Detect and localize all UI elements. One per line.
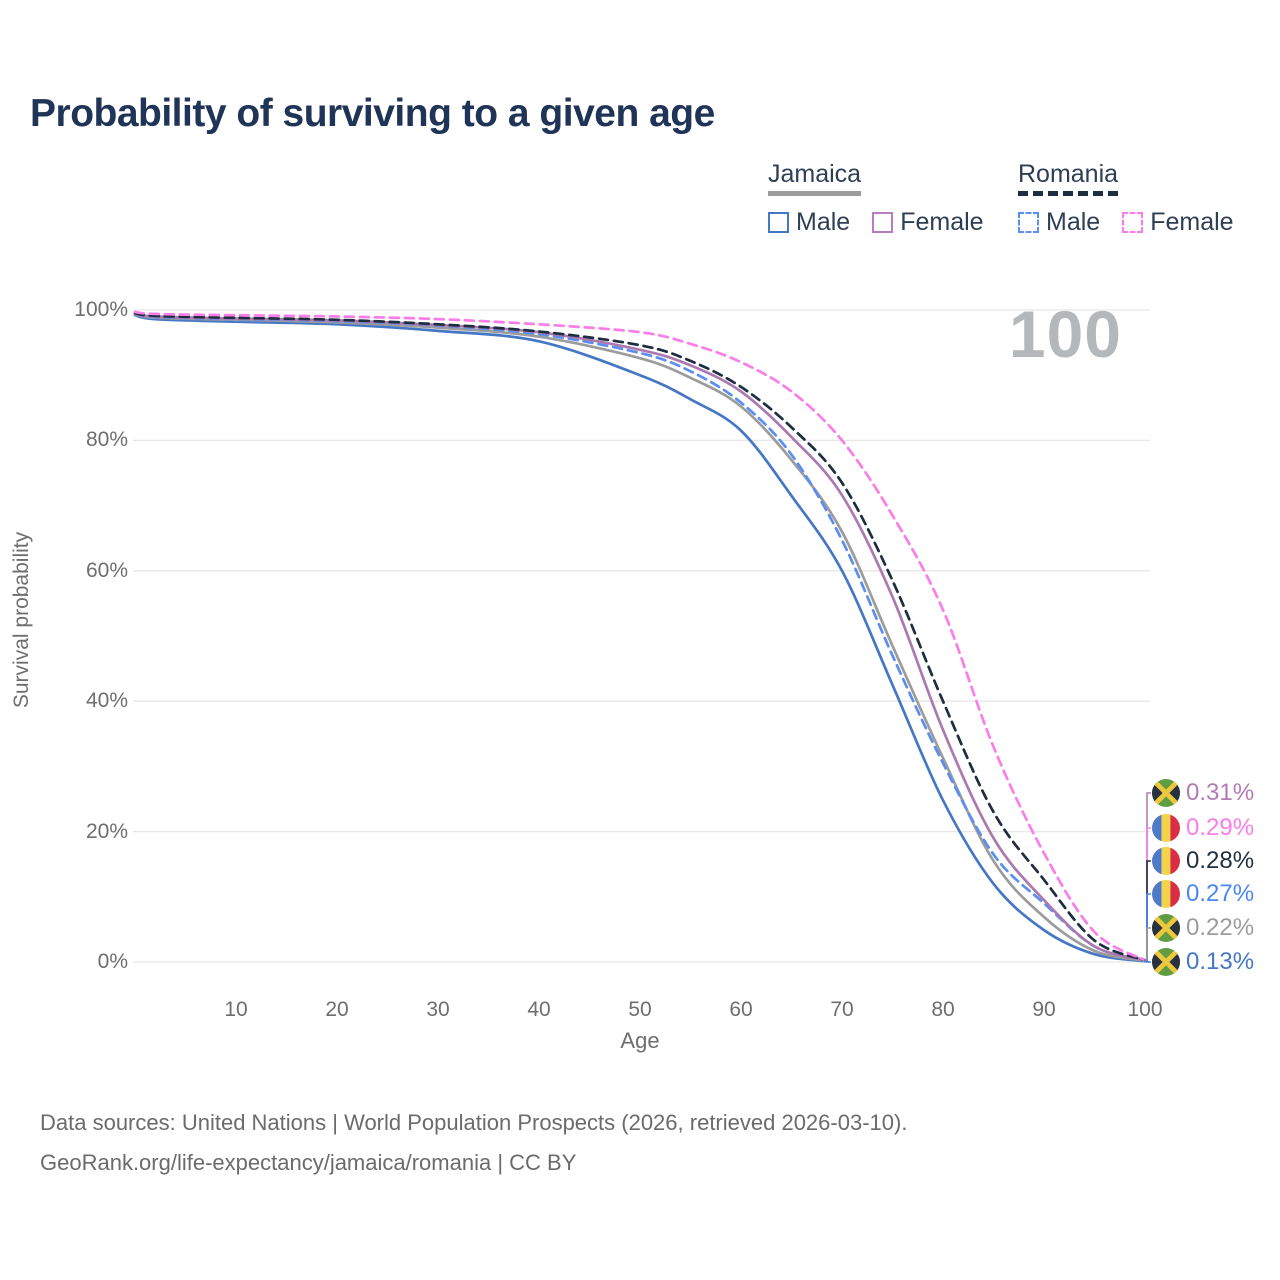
x-tick-70: 70: [830, 998, 854, 1021]
x-tick-20: 20: [325, 998, 349, 1021]
series-line-romania-female: [133, 310, 1147, 962]
x-tick-60: 60: [729, 998, 753, 1021]
legend-swatch-jamaica-female: [872, 212, 894, 233]
age-counter-watermark: 100: [1008, 297, 1122, 371]
page-title: Probability of surviving to a given age: [30, 92, 715, 135]
x-tick-80: 80: [931, 998, 955, 1021]
x-tick-30: 30: [426, 998, 450, 1021]
end-label-romania: 0.28%: [1152, 847, 1254, 875]
end-label-value-romania-female: 0.29%: [1186, 814, 1255, 841]
series-line-jamaica-male: [133, 313, 1147, 963]
y-tick-100%: 100%: [74, 298, 128, 321]
survival-chart-plot: [133, 309, 1151, 963]
end-label-value-jamaica: 0.22%: [1186, 914, 1255, 941]
y-tick-40%: 40%: [85, 689, 128, 713]
end-label-jamaica-male: 0.13%: [1152, 948, 1254, 976]
footer-attribution: GeoRank.org/life-expectancy/jamaica/roma…: [40, 1150, 577, 1175]
x-tick-100: 100: [1127, 998, 1163, 1021]
legend-country-jamaica[interactable]: Jamaica: [768, 160, 862, 200]
end-label-value-romania: 0.28%: [1186, 847, 1255, 874]
legend-item-romania-female[interactable]: Female: [1122, 208, 1234, 237]
x-tick-10: 10: [224, 998, 248, 1021]
y-tick-20%: 20%: [85, 819, 128, 843]
romania-flag-icon: [1152, 880, 1180, 908]
end-label-jamaica: 0.22%: [1152, 914, 1254, 942]
footer-data-sources: Data sources: United Nations | World Pop…: [40, 1110, 908, 1135]
end-label-value-jamaica-male: 0.13%: [1186, 948, 1255, 975]
y-tick-60%: 60%: [85, 558, 128, 582]
legend-swatch-romania-female: [1122, 212, 1144, 233]
end-label-connector-jamaica-male: [1144, 960, 1151, 963]
romania-flag-icon: [1152, 847, 1180, 875]
legend-swatch-romania-male: [1018, 212, 1039, 233]
x-axis-title: Age: [620, 1028, 660, 1053]
romania-flag-icon: [1152, 814, 1180, 842]
legend-group-romania: Romania Male Female: [1018, 160, 1234, 237]
series-line-romania: [133, 311, 1147, 962]
end-label-value-jamaica-female: 0.31%: [1186, 779, 1255, 806]
legend-country-romania[interactable]: Romania: [1018, 160, 1119, 200]
legend-country-line-jamaica: [768, 191, 862, 196]
y-axis-title: Survival probability: [10, 531, 33, 709]
x-tick-40: 40: [527, 998, 551, 1021]
legend-label-romania-female: Female: [1150, 208, 1234, 236]
x-tick-90: 90: [1032, 998, 1056, 1021]
legend-group-jamaica: Jamaica Male Female: [768, 160, 984, 237]
legend-item-romania-male[interactable]: Male: [1018, 208, 1100, 237]
y-tick-80%: 80%: [85, 428, 128, 452]
legend-label-jamaica-male: Male: [796, 208, 851, 236]
end-label-jamaica-female: 0.31%: [1152, 779, 1254, 807]
legend-label-jamaica-female: Female: [900, 208, 984, 236]
legend-label-romania-male: Male: [1046, 208, 1101, 236]
jamaica-flag-icon: [1152, 914, 1180, 942]
legend-item-jamaica-female[interactable]: Female: [872, 208, 984, 237]
jamaica-flag-icon: [1152, 779, 1180, 807]
chart-legend: Jamaica Male Female Romania Male Female: [0, 160, 1280, 250]
end-label-connector-jamaica: [1144, 927, 1151, 962]
end-label-romania-female: 0.29%: [1152, 814, 1254, 842]
legend-country-line-romania: [1018, 191, 1119, 196]
jamaica-flag-icon: [1152, 948, 1180, 976]
legend-swatch-jamaica-male: [768, 212, 789, 233]
legend-item-jamaica-male[interactable]: Male: [768, 208, 850, 237]
x-tick-50: 50: [628, 998, 652, 1021]
end-label-value-romania-male: 0.27%: [1186, 880, 1255, 907]
end-label-romania-male: 0.27%: [1152, 880, 1254, 908]
y-tick-0%: 0%: [97, 950, 128, 973]
series-line-jamaica: [133, 313, 1147, 962]
